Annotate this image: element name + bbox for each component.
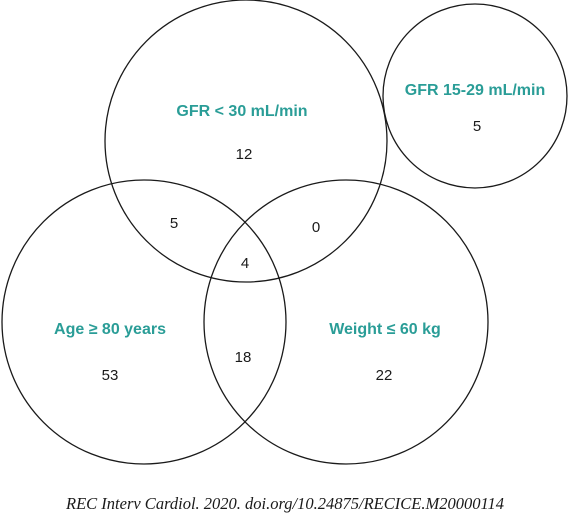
count-weight-only: 22 (376, 367, 393, 384)
circle-gfr-lt-30 (104, 0, 388, 283)
count-all-three: 4 (241, 255, 249, 272)
label-gfr-15-29: GFR 15-29 mL/min (405, 82, 545, 99)
count-age-weight: 18 (235, 349, 252, 366)
label-age: Age ≥ 80 years (54, 321, 166, 338)
circle-weight (203, 179, 489, 465)
citation: REC Interv Cardiol. 2020. doi.org/10.248… (66, 494, 504, 513)
label-weight: Weight ≤ 60 kg (329, 321, 441, 338)
count-gfr-weight: 0 (312, 219, 320, 236)
circle-gfr-15-29 (382, 3, 568, 189)
count-gfr-age: 5 (170, 215, 178, 232)
label-gfr-lt-30: GFR < 30 mL/min (176, 103, 307, 120)
count-age-only: 53 (102, 367, 119, 384)
count-gfr-15-29-only: 5 (473, 118, 481, 135)
count-gfr-lt-30-only: 12 (236, 146, 253, 163)
circle-age (1, 179, 287, 465)
